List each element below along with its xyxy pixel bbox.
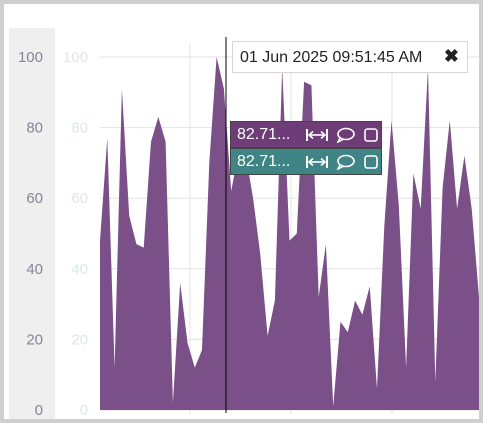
series-value-label: 82.71...	[230, 148, 382, 175]
y-tick-label: 100	[18, 49, 43, 66]
measure-range-icon[interactable]	[305, 127, 329, 143]
measure-range-icon[interactable]	[305, 154, 329, 170]
y-tick-label-inner: 20	[71, 331, 88, 348]
y-tick-label-inner: 60	[71, 190, 88, 207]
y-tick-label-inner: 0	[80, 402, 88, 419]
y-tick-label: 0	[35, 402, 43, 419]
y-tick-label: 40	[26, 261, 43, 278]
y-tick-label-inner: 40	[71, 261, 88, 278]
series-value: 82.71...	[237, 153, 291, 170]
y-tick-label: 20	[26, 331, 43, 348]
close-icon[interactable]: ✖	[443, 46, 459, 66]
series-value: 82.71...	[237, 126, 291, 143]
square-icon[interactable]	[363, 154, 379, 170]
comment-icon[interactable]	[336, 127, 356, 143]
tooltip-datetime: 01 Jun 2025 09:51:45 AM	[240, 49, 423, 66]
y-axis-band	[9, 28, 55, 419]
crosshair-tooltip: 01 Jun 2025 09:51:45 AM ✖	[232, 41, 468, 73]
y-tick-label-inner: 80	[71, 120, 88, 137]
y-tick-label: 60	[26, 190, 43, 207]
square-icon[interactable]	[363, 127, 379, 143]
y-tick-label: 80	[26, 120, 43, 137]
y-tick-label-inner: 100	[63, 49, 88, 66]
area-series	[100, 57, 479, 410]
area-chart[interactable]: 0 0 20 20 40 40 60 60 80 80 100 100	[4, 4, 479, 419]
series-value-label: 82.71...	[230, 121, 382, 148]
comment-icon[interactable]	[336, 154, 356, 170]
